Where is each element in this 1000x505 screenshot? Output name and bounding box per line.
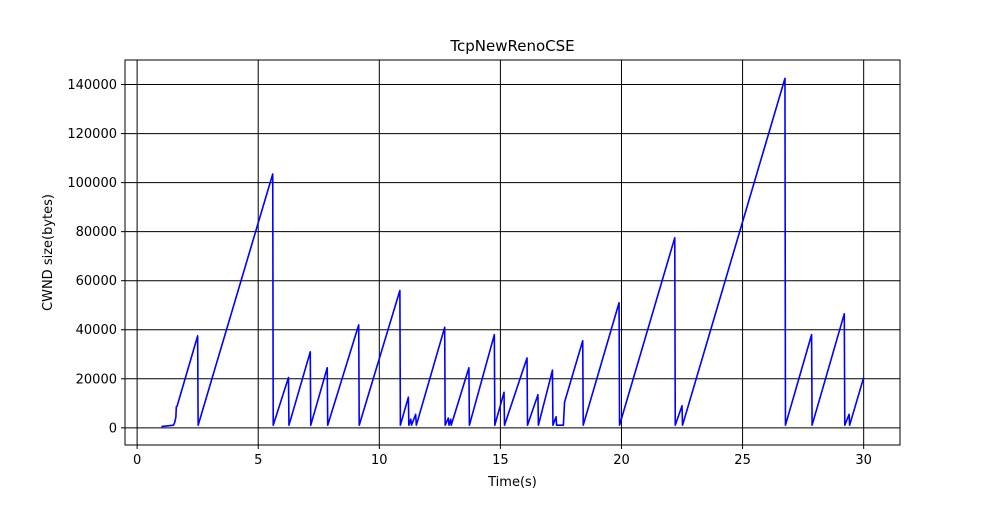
x-tick-label: 30 [855, 453, 872, 468]
plot-frame [124, 59, 901, 446]
y-tick-label: 120000 [67, 127, 117, 142]
y-tick-label: 40000 [76, 323, 117, 338]
x-tick-label: 25 [734, 453, 751, 468]
y-axis-label: CWND size(bytes) [41, 194, 56, 311]
x-tick-label: 20 [613, 453, 630, 468]
y-tick-label: 140000 [67, 78, 117, 93]
x-tick-label: 15 [492, 453, 509, 468]
grid [125, 60, 900, 445]
cwnd-series-line [161, 77, 865, 428]
axis-ticks: 0 5 10 15 20 25 30 0 20000 40000 60000 80000 100000 1… [67, 78, 872, 468]
x-tick-label: 5 [254, 453, 262, 468]
x-tick-label: 0 [133, 453, 141, 468]
y-tick-label: 100000 [67, 176, 117, 191]
y-tick-label: 60000 [76, 274, 117, 289]
x-axis-label: Time(s) [487, 475, 537, 490]
y-tick-label: 20000 [76, 372, 117, 387]
chart-title: TcpNewRenoCSE [449, 37, 574, 55]
y-tick-label: 0 [109, 421, 117, 436]
y-tick-label: 80000 [76, 225, 117, 240]
x-tick-label: 10 [371, 453, 388, 468]
plot-data [161, 77, 865, 428]
